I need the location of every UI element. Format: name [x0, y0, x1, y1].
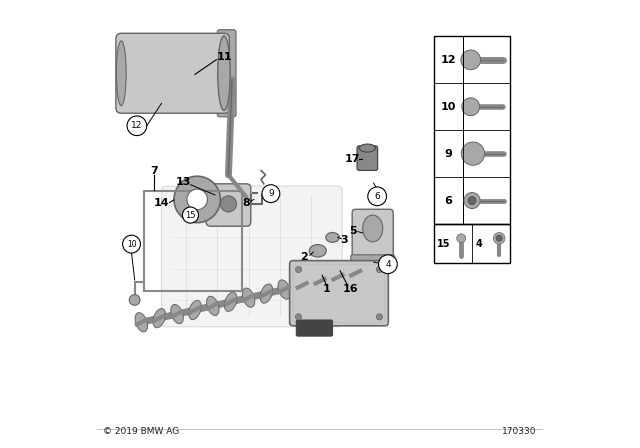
Ellipse shape [296, 276, 308, 295]
Circle shape [123, 235, 140, 253]
Circle shape [457, 234, 466, 243]
Circle shape [174, 176, 220, 223]
Ellipse shape [278, 280, 291, 299]
Bar [434, 224, 510, 263]
Text: 5: 5 [349, 226, 357, 236]
Text: 170330: 170330 [502, 427, 536, 436]
Text: 6: 6 [374, 192, 380, 201]
Ellipse shape [363, 215, 383, 242]
Circle shape [462, 98, 479, 116]
Ellipse shape [260, 284, 273, 303]
FancyBboxPatch shape [217, 30, 236, 117]
Circle shape [127, 116, 147, 136]
Text: 1: 1 [323, 284, 331, 294]
Text: 15: 15 [185, 211, 196, 220]
Circle shape [182, 207, 198, 223]
FancyBboxPatch shape [352, 209, 393, 263]
Text: 9: 9 [444, 149, 452, 159]
Ellipse shape [116, 41, 126, 106]
Text: 14: 14 [154, 198, 169, 207]
Text: 3: 3 [340, 235, 348, 245]
Circle shape [262, 185, 280, 202]
FancyBboxPatch shape [116, 33, 229, 113]
Text: 10: 10 [441, 102, 456, 112]
Ellipse shape [171, 305, 183, 324]
Circle shape [496, 235, 502, 241]
Ellipse shape [225, 292, 237, 311]
Circle shape [461, 50, 481, 70]
Circle shape [368, 187, 387, 206]
Ellipse shape [359, 144, 376, 152]
Circle shape [187, 189, 207, 210]
Text: 11: 11 [216, 52, 232, 61]
FancyBboxPatch shape [290, 261, 388, 326]
Text: 16: 16 [342, 284, 358, 294]
FancyBboxPatch shape [296, 320, 333, 336]
Circle shape [296, 267, 301, 273]
Circle shape [464, 193, 480, 209]
FancyBboxPatch shape [357, 146, 378, 170]
Circle shape [129, 295, 140, 305]
Text: 6: 6 [444, 196, 452, 206]
Text: 13: 13 [176, 177, 191, 186]
Ellipse shape [309, 245, 326, 257]
Circle shape [220, 196, 237, 212]
Text: 15: 15 [436, 239, 450, 249]
Circle shape [468, 197, 476, 205]
FancyBboxPatch shape [206, 184, 251, 226]
Circle shape [461, 142, 484, 165]
Text: 7: 7 [150, 166, 157, 177]
Text: 12: 12 [131, 121, 143, 130]
Text: 4: 4 [476, 239, 483, 249]
Bar [434, 36, 510, 224]
Ellipse shape [218, 36, 230, 111]
Circle shape [376, 267, 383, 273]
Ellipse shape [314, 271, 326, 291]
Circle shape [376, 314, 383, 320]
Ellipse shape [349, 263, 362, 283]
Text: 2: 2 [301, 253, 308, 263]
Ellipse shape [153, 309, 166, 328]
Text: 9: 9 [268, 189, 274, 198]
Text: 12: 12 [441, 55, 456, 65]
Ellipse shape [189, 300, 201, 319]
Text: 10: 10 [127, 240, 136, 249]
Ellipse shape [326, 233, 339, 242]
Text: © 2019 BMW AG: © 2019 BMW AG [104, 427, 180, 436]
Text: 17: 17 [345, 154, 360, 164]
Ellipse shape [207, 296, 219, 315]
Circle shape [493, 233, 505, 244]
Circle shape [378, 255, 397, 274]
Ellipse shape [135, 313, 148, 332]
Ellipse shape [332, 267, 344, 287]
Text: 4: 4 [385, 260, 390, 269]
FancyBboxPatch shape [351, 255, 395, 268]
FancyBboxPatch shape [161, 186, 342, 327]
Text: 8: 8 [243, 198, 250, 207]
Circle shape [296, 314, 301, 320]
Ellipse shape [243, 288, 255, 307]
